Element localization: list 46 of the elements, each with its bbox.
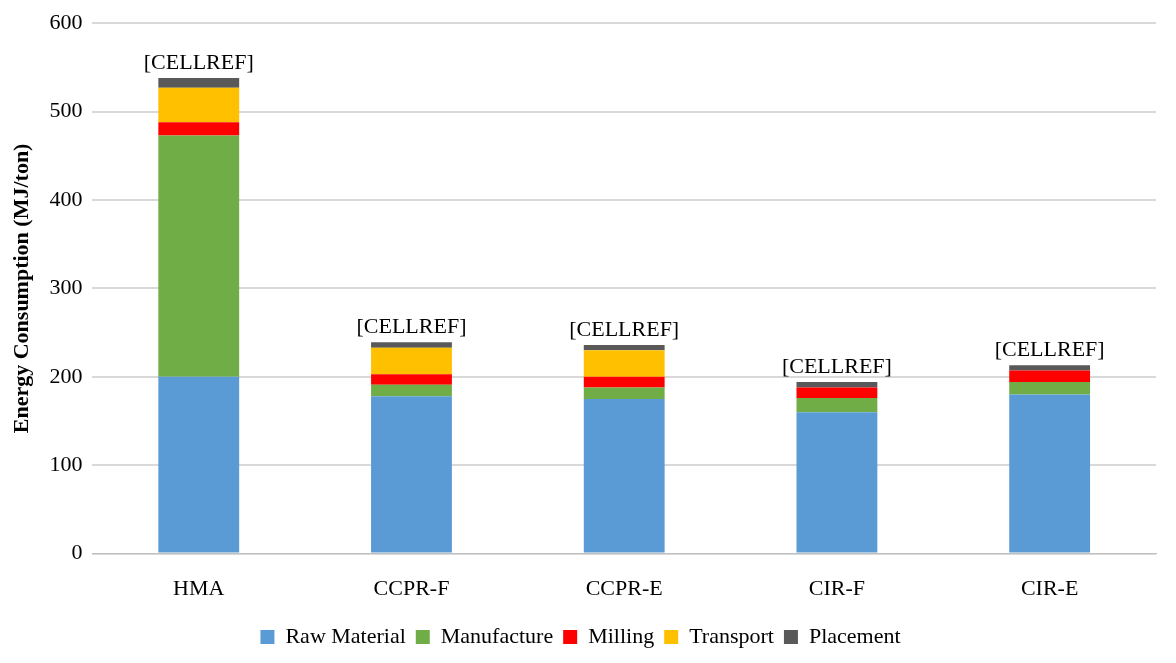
x-tick-label: HMA <box>173 574 225 600</box>
bar <box>158 122 240 136</box>
total-label: [CELLREF] <box>994 336 1105 362</box>
bar <box>371 374 452 385</box>
y-tick-label: 400 <box>49 185 83 211</box>
bar <box>583 376 665 388</box>
bar <box>796 398 878 413</box>
bar <box>158 376 240 553</box>
bar <box>1009 394 1091 553</box>
legend-label: Transport <box>689 622 774 648</box>
x-tick-label: CIR-E <box>1020 574 1079 600</box>
total-label: [CELLREF] <box>569 315 680 341</box>
bar <box>158 78 240 88</box>
x-tick-label: CCPR-F <box>373 574 450 600</box>
y-tick-label: 0 <box>71 539 83 565</box>
bar <box>796 382 878 388</box>
total-label: [CELLREF] <box>356 313 467 339</box>
y-tick-label: 600 <box>49 8 83 34</box>
bar <box>158 135 240 377</box>
x-tick-label: CIR-F <box>808 574 866 600</box>
y-tick-label: 500 <box>49 97 83 123</box>
bar <box>796 387 878 399</box>
bar <box>1009 382 1091 395</box>
y-tick-label: 100 <box>49 450 83 476</box>
y-axis-title: Energy Consumption (MJ/ton) <box>7 143 33 434</box>
bar <box>371 347 452 375</box>
bar <box>796 412 878 553</box>
total-label: [CELLREF] <box>143 48 254 74</box>
bar <box>158 87 240 123</box>
total-label: [CELLREF] <box>781 352 892 378</box>
bar <box>583 344 665 351</box>
bar <box>1009 370 1091 383</box>
bar <box>583 350 665 377</box>
y-tick-label: 300 <box>49 274 83 300</box>
bar <box>1009 365 1091 371</box>
legend-label: Manufacture <box>440 622 554 648</box>
bar <box>371 342 452 348</box>
legend-label: Placement <box>808 622 901 648</box>
bar <box>583 398 665 553</box>
y-tick-label: 200 <box>49 362 83 388</box>
x-tick-label: CCPR-E <box>585 574 663 600</box>
legend-label: Raw Material <box>285 622 406 648</box>
bar <box>371 384 452 397</box>
bar <box>371 396 452 553</box>
legend-label: Milling <box>588 622 655 648</box>
bar <box>583 387 665 399</box>
